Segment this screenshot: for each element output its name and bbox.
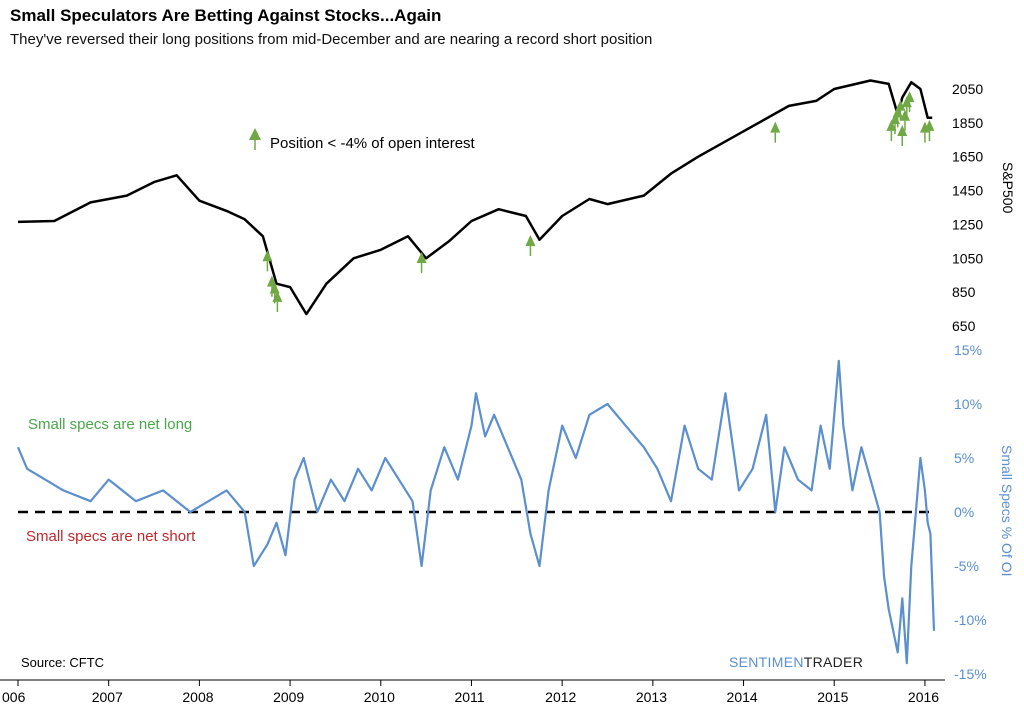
sp500-line [17, 79, 933, 316]
y-tick-label-top: 2050 [952, 81, 983, 97]
position-marker [924, 119, 935, 131]
small-specs-line [16, 359, 936, 665]
chart-title: Small Speculators Are Betting Against St… [10, 6, 442, 25]
y-tick-label-top: 1250 [952, 216, 983, 232]
x-tick-label: 2010 [364, 689, 395, 705]
position-marker [525, 235, 536, 247]
y-tick-label-top: 1450 [952, 183, 983, 199]
x-tick-label: 2013 [636, 689, 667, 705]
net-long-label: Small specs are net long [28, 416, 192, 433]
x-tick-label: 2011 [454, 689, 484, 705]
y-tick-label-bottom: 0% [954, 504, 974, 520]
position-marker [886, 119, 897, 131]
y-tick-label-top: 850 [952, 284, 976, 300]
x-tick-label: 006 [2, 689, 26, 705]
y-tick-label-bottom: 10% [954, 396, 982, 412]
x-tick-label: 2012 [545, 689, 576, 705]
position-marker [262, 250, 273, 262]
position-marker [895, 99, 906, 111]
y-axis-label-bottom: Small Specs % Of OI [999, 445, 1015, 576]
y-tick-label-bottom: -10% [954, 612, 987, 628]
brand-part-1: SENTIMEN [729, 654, 804, 670]
y-axis-label-top: S&P500 [1000, 162, 1016, 214]
legend-marker [249, 128, 261, 140]
y-tick-label-top: 650 [952, 318, 976, 334]
legend-label: Position < -4% of open interest [270, 135, 476, 152]
position-marker [272, 290, 283, 302]
y-tick-label-bottom: -15% [954, 666, 987, 682]
y-tick-label-bottom: 5% [954, 450, 974, 466]
x-tick-label: 2007 [92, 689, 123, 705]
x-tick-label: 2015 [817, 689, 848, 705]
brand-part-2: TRADER [804, 654, 863, 670]
y-tick-label-bottom: -5% [954, 558, 979, 574]
position-marker [416, 251, 427, 263]
x-tick-label: 2008 [182, 689, 213, 705]
y-tick-label-top: 1650 [952, 149, 983, 165]
source-label: Source: CFTC [21, 655, 104, 670]
position-marker [904, 91, 915, 103]
brand-logo: SENTIMENTRADER [729, 654, 863, 670]
y-tick-label-bottom: 15% [954, 342, 982, 358]
net-short-label: Small specs are net short [26, 528, 196, 545]
position-marker [770, 121, 781, 133]
position-marker [269, 282, 280, 294]
chart-subtitle: They've reversed their long positions fr… [10, 31, 653, 48]
y-tick-label-top: 1850 [952, 115, 983, 131]
x-tick-label: 2009 [273, 689, 304, 705]
x-tick-label: 2016 [908, 689, 939, 705]
position-marker [897, 125, 908, 137]
y-tick-label-top: 1050 [952, 250, 983, 266]
x-tick-label: 2014 [727, 689, 758, 705]
position-marker [899, 109, 910, 121]
